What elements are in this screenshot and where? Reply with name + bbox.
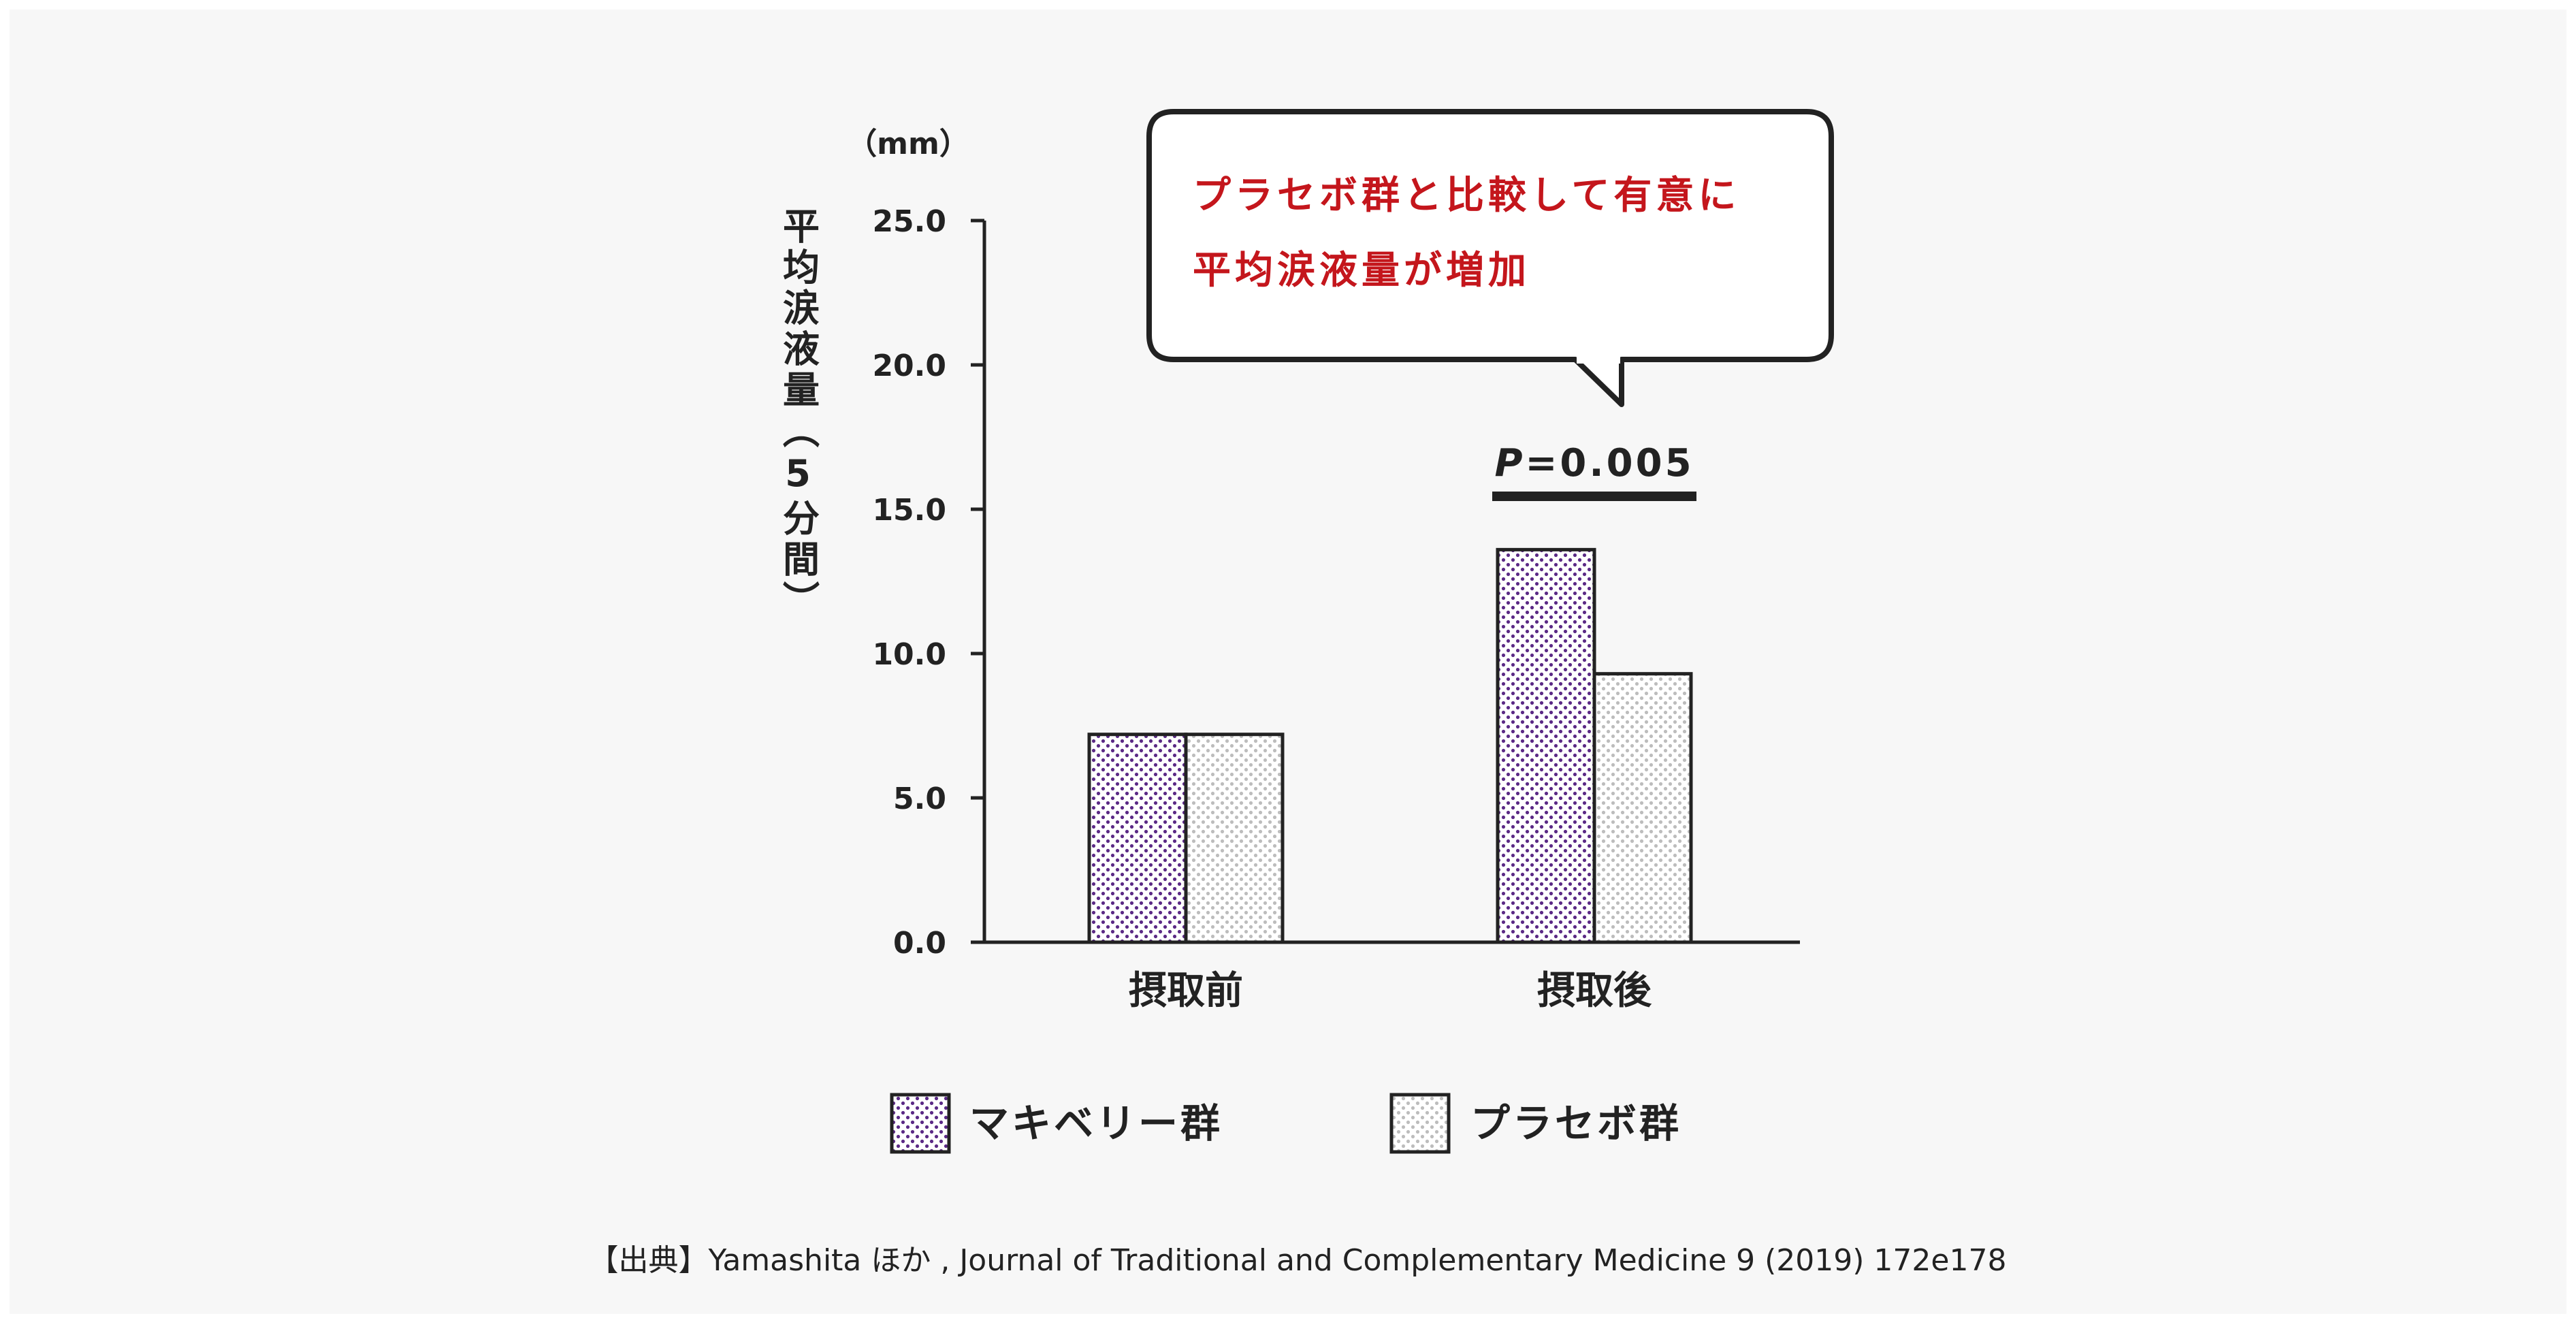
p-symbol: P	[1494, 441, 1525, 485]
y-tick-label: 5.0	[893, 782, 946, 816]
y-tick-label: 10.0	[872, 637, 946, 672]
bars	[1087, 547, 1693, 944]
source-citation: 【出典】Yamashita ほか , Journal of Traditiona…	[589, 1243, 2007, 1278]
significance-label: P=0.005	[1494, 441, 1694, 485]
callout-line-1: プラセボ群と比較して有意に	[1193, 174, 1740, 218]
callout-line-2: 平均涙液量が増加	[1193, 248, 1530, 293]
legend-swatch-placebo	[1389, 1093, 1451, 1154]
bar-chart: （mm） 平均涙液量（5分間） 0.0 5.0 10.0 15.0 20.0 25.0 摂…	[589, 109, 2007, 1278]
callout-bubble	[1146, 109, 1834, 407]
y-axis-ticks: 0.0 5.0 10.0 15.0 20.0 25.0	[872, 204, 984, 961]
y-tick-label: 25.0	[872, 204, 946, 239]
legend-label-placebo: プラセボ群	[1470, 1100, 1681, 1146]
bar-makiberry-before	[1087, 733, 1188, 944]
unit-label: （mm）	[847, 127, 969, 161]
y-tick-label: 20.0	[872, 349, 946, 383]
category-label-after: 摂取後	[1537, 969, 1652, 1013]
y-tick-label: 15.0	[872, 493, 946, 528]
legend-swatch-makiberry	[890, 1093, 951, 1154]
chart-figure: （mm） 平均涙液量（5分間） 0.0 5.0 10.0 15.0 20.0 25.0 摂…	[10, 10, 2566, 1314]
category-label-before: 摂取前	[1129, 969, 1243, 1013]
bar-placebo-before	[1184, 733, 1285, 944]
y-axis-title: 平均涙液量（5分間）	[777, 207, 820, 622]
legend-label-makiberry: マキベリー群	[969, 1100, 1223, 1146]
bar-makiberry-after	[1496, 547, 1596, 944]
y-tick-label: 0.0	[893, 926, 946, 961]
p-value: =0.005	[1525, 441, 1694, 485]
bar-placebo-after	[1592, 672, 1693, 944]
